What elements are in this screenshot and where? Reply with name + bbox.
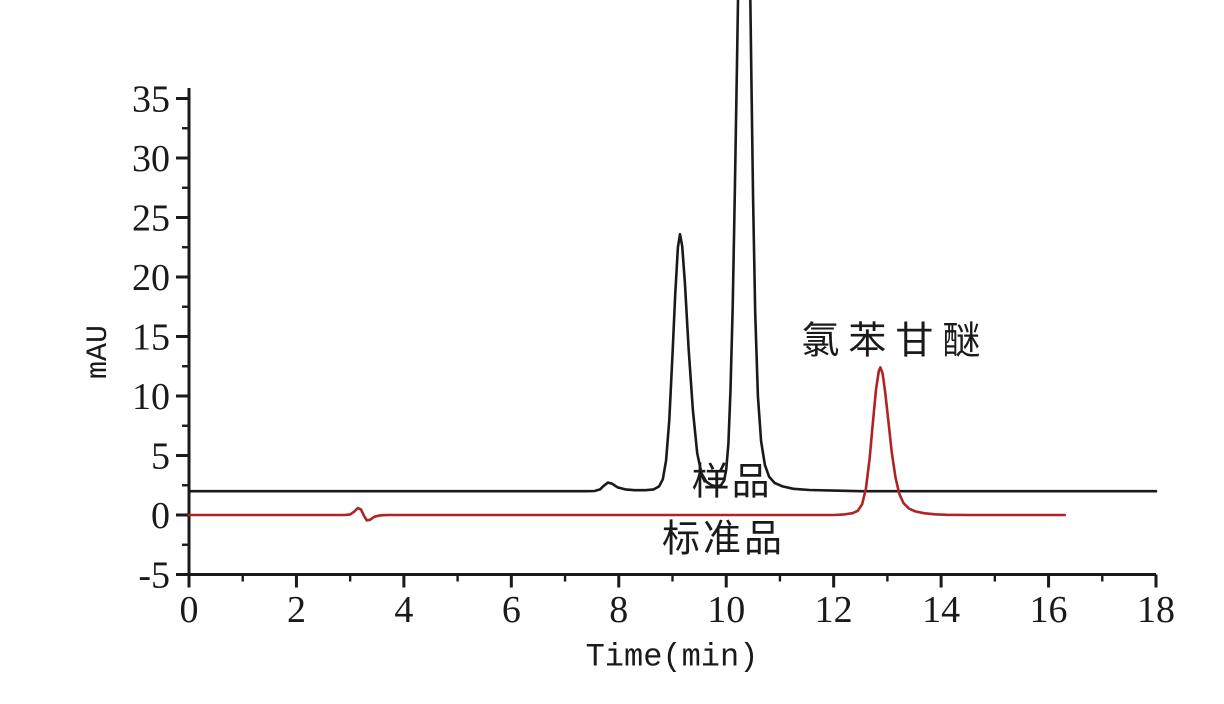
y-tick-label: 25 (132, 198, 170, 240)
y-axis-title: mAU (82, 324, 116, 380)
annotation-chlorphenesin: 氯苯甘醚 (801, 318, 990, 362)
x-tick-label: 18 (1137, 589, 1175, 631)
x-tick-label: 8 (609, 589, 628, 631)
trace-sample (187, 0, 1158, 493)
y-tick-label: 15 (132, 317, 170, 359)
x-tick-label: 2 (287, 589, 306, 631)
annotation-standard: 标准品 (662, 516, 786, 561)
y-tick-label: 5 (151, 436, 170, 478)
y-tick-label: 35 (132, 79, 170, 121)
y-tick-label: -5 (138, 555, 170, 597)
x-tick-label: 16 (1030, 589, 1068, 631)
y-tick-label: 0 (151, 495, 170, 537)
trace-standard (187, 366, 1066, 522)
y-tick-label: 20 (132, 257, 170, 299)
x-tick-label: 0 (180, 589, 199, 631)
annotation-sample: 样品 (691, 459, 772, 504)
x-tick-label: 14 (922, 589, 960, 631)
x-tick-label: 12 (815, 589, 853, 631)
y-tick-label: 30 (132, 138, 170, 180)
x-tick-label: 10 (707, 589, 745, 631)
x-axis-title: Time(min) (585, 638, 759, 676)
y-tick-label: 10 (132, 376, 170, 418)
x-tick-label: 6 (502, 589, 521, 631)
x-tick-label: 4 (394, 589, 413, 631)
